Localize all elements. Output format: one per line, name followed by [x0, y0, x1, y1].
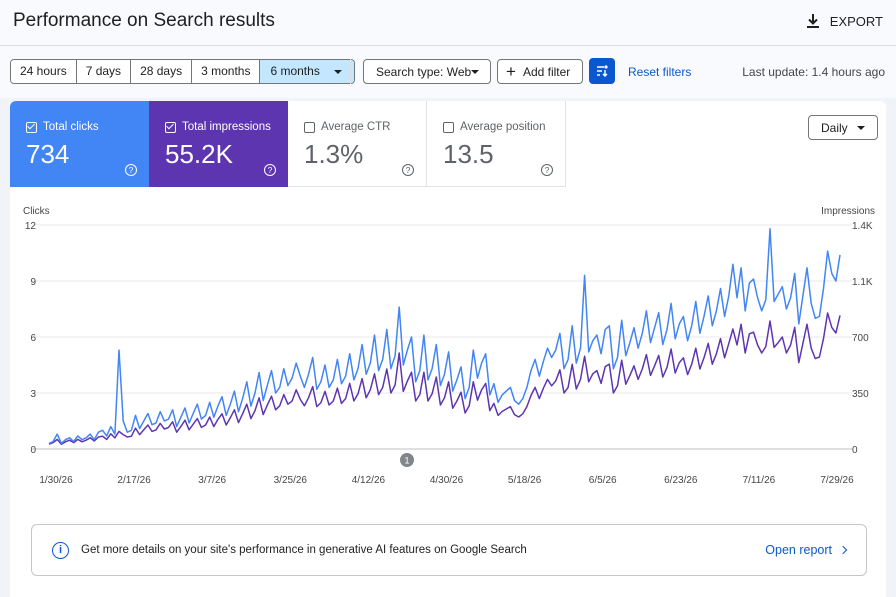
checkbox-unchecked-icon[interactable]	[304, 121, 315, 133]
help-icon[interactable]: ?	[125, 164, 137, 176]
metric-label: Total impressions	[182, 121, 271, 133]
range-28-days[interactable]: 28 days	[131, 60, 193, 83]
last-update-text: Last update: 1.4 hours ago	[742, 65, 885, 79]
x-tick-label: 1/30/26	[39, 475, 73, 486]
x-tick-label: 5/18/26	[508, 475, 542, 486]
x-tick-label: 3/25/26	[274, 475, 308, 486]
chevron-right-icon	[838, 545, 848, 555]
metric-value: 734	[26, 139, 70, 169]
y-tick-label-right: 700	[852, 333, 869, 344]
y-tick-label-right: 1.4K	[852, 221, 873, 232]
x-tick-label: 4/30/26	[430, 475, 464, 486]
metric-label-row: Total impressions	[165, 121, 271, 133]
x-tick-label: 7/11/26	[743, 475, 776, 486]
y-tick-label-left: 0	[30, 445, 36, 456]
metric-label-row: Total clicks	[26, 121, 99, 133]
range-6-months-label: 6 months	[270, 64, 320, 78]
caret-down-icon	[471, 69, 480, 74]
filter-options-button[interactable]	[589, 58, 615, 84]
info-icon: i	[52, 542, 69, 559]
y-tick-label-left: 3	[30, 389, 36, 400]
metric-total-clicks[interactable]: Total clicks 734 ?	[10, 101, 149, 187]
range-6-months[interactable]: 6 months	[260, 60, 354, 83]
y-tick-label-right: 0	[852, 445, 858, 456]
metric-label: Average position	[460, 121, 546, 133]
date-range-group: 24 hours 7 days 28 days 3 months 6 month…	[10, 59, 355, 84]
range-24-hours[interactable]: 24 hours	[11, 60, 77, 83]
x-tick-label: 4/12/26	[352, 475, 386, 486]
page-title: Performance on Search results	[13, 10, 275, 31]
toolbar-divider	[350, 59, 351, 84]
x-tick-label: 6/5/26	[589, 475, 617, 486]
range-7-days[interactable]: 7 days	[76, 60, 132, 83]
left-axis-title: Clicks	[23, 206, 50, 217]
y-tick-label-left: 6	[30, 333, 36, 344]
caret-down-icon	[857, 125, 865, 130]
granularity-label: Daily	[821, 120, 848, 135]
add-filter-button[interactable]: + Add filter	[497, 59, 583, 84]
plus-icon: +	[506, 62, 516, 81]
metric-average-ctr[interactable]: Average CTR 1.3% ?	[288, 101, 427, 187]
export-label: EXPORT	[829, 13, 883, 29]
toolbar: 24 hours 7 days 28 days 3 months 6 month…	[0, 46, 896, 98]
y-tick-label-right: 350	[852, 389, 869, 400]
metric-total-impressions[interactable]: Total impressions 55.2K ?	[149, 101, 288, 187]
open-report-link[interactable]: Open report	[765, 543, 848, 557]
performance-card: Total clicks 734 ? Total impressions 55.…	[10, 101, 886, 597]
caret-down-icon	[333, 69, 342, 74]
metric-label: Total clicks	[43, 121, 99, 133]
metric-label: Average CTR	[321, 121, 391, 133]
range-3-months[interactable]: 3 months	[192, 60, 261, 83]
checkbox-checked-icon[interactable]	[165, 121, 176, 133]
metric-label-row: Average position	[443, 121, 545, 133]
y-tick-label-right: 1.1K	[852, 277, 873, 288]
checkbox-unchecked-icon[interactable]	[443, 121, 454, 133]
granularity-dropdown[interactable]: Daily	[808, 115, 878, 140]
download-icon	[806, 14, 819, 28]
metric-average-position[interactable]: Average position 13.5 ?	[427, 101, 566, 187]
banner-text: Get more details on your site's performa…	[81, 544, 527, 556]
right-axis-title: Impressions	[821, 206, 875, 217]
metric-value: 13.5	[443, 139, 494, 169]
x-tick-label: 7/29/26	[820, 475, 854, 486]
checkbox-checked-icon[interactable]	[26, 121, 37, 133]
series-line-clicks	[48, 227, 841, 445]
x-tick-label: 2/17/26	[117, 475, 151, 486]
help-icon[interactable]: ?	[402, 164, 414, 176]
performance-chart[interactable]: 12 1.4K 9 1.1K 6 700 3 350 0 0 Clicks Impressions 1/…	[0, 0, 896, 500]
metric-value: 55.2K	[165, 139, 233, 169]
x-tick-label: 3/7/26	[198, 475, 226, 486]
help-icon[interactable]: ?	[264, 164, 276, 176]
annotation-marker[interactable]	[400, 453, 414, 467]
y-tick-label-left: 9	[30, 277, 36, 288]
page-header: Performance on Search results EXPORT	[0, 0, 896, 46]
y-tick-label-left: 12	[25, 221, 37, 232]
series-line-impressions	[48, 312, 841, 445]
export-button[interactable]: EXPORT	[804, 12, 883, 30]
metric-value: 1.3%	[304, 139, 364, 169]
metric-label-row: Average CTR	[304, 121, 390, 133]
search-type-label: Search type: Web	[376, 64, 472, 79]
ai-features-banner: i Get more details on your site's perfor…	[31, 524, 867, 576]
annotation-label: 1	[404, 456, 409, 466]
search-type-dropdown[interactable]: Search type: Web	[363, 59, 491, 84]
reset-filters-link[interactable]: Reset filters	[628, 65, 692, 79]
x-tick-label: 6/23/26	[664, 475, 698, 486]
add-filter-label: Add filter	[522, 64, 571, 79]
filter-icon	[597, 65, 608, 77]
open-report-label: Open report	[765, 543, 832, 557]
help-icon[interactable]: ?	[541, 164, 553, 176]
